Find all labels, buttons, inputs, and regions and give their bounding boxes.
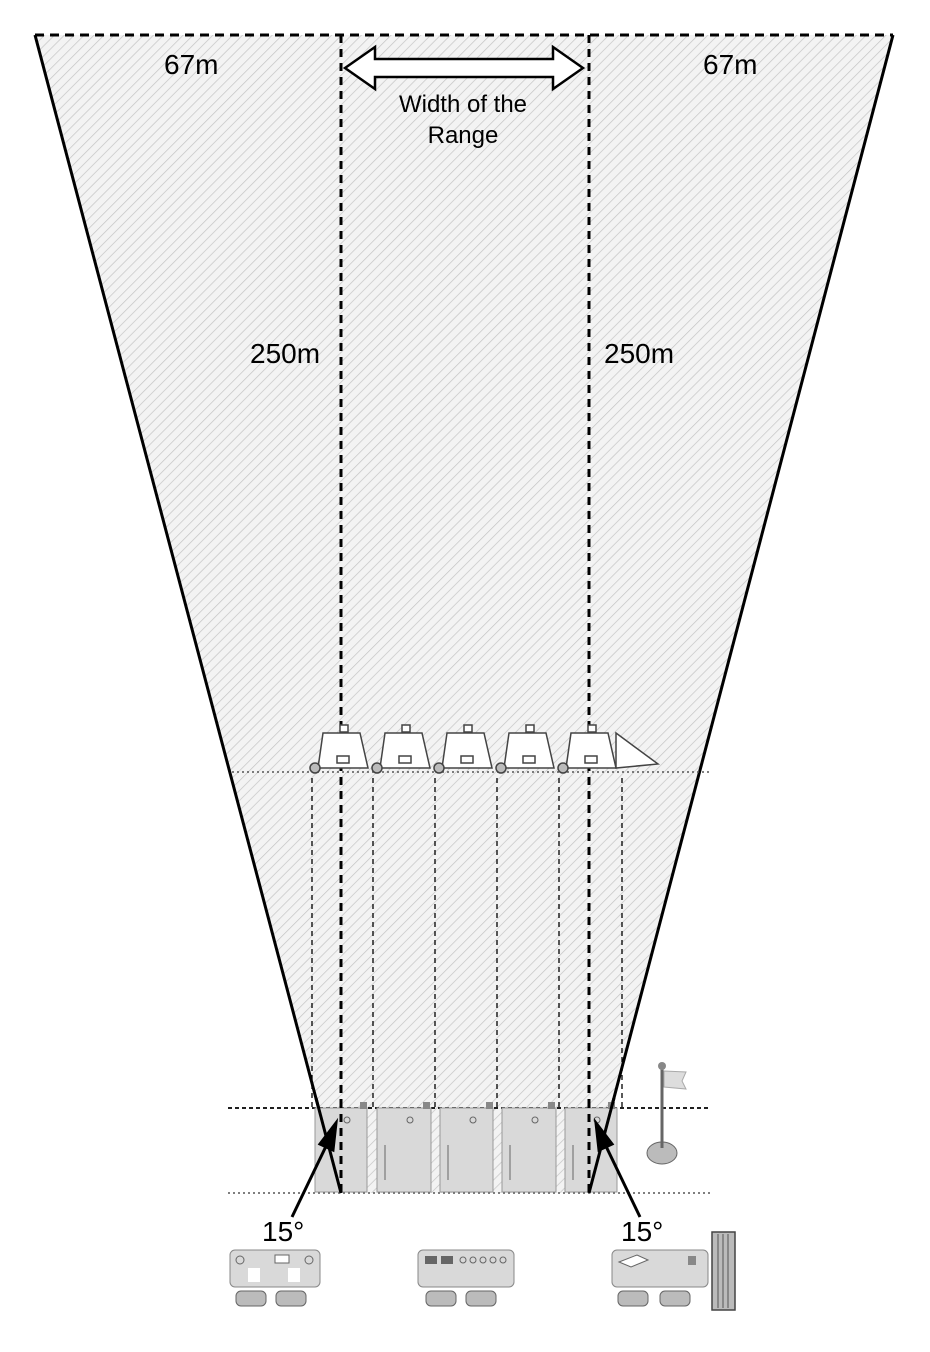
right-angle-label: 15° xyxy=(621,1216,663,1247)
firing-point xyxy=(376,1107,432,1193)
firing-points xyxy=(314,1102,618,1193)
target-frame xyxy=(495,724,555,774)
lane-guides xyxy=(311,778,623,1108)
top-right-width-label: 67m xyxy=(703,49,757,80)
top-left-width-label: 67m xyxy=(164,49,218,80)
range-width-label-line1: Width of the xyxy=(399,91,527,118)
target-end-ramp xyxy=(615,731,661,769)
left-length-label: 250m xyxy=(250,338,320,369)
firing-point xyxy=(501,1107,557,1193)
target-frame xyxy=(309,724,369,774)
target-frame xyxy=(371,724,431,774)
range-width-arrow xyxy=(342,44,586,92)
target-frame xyxy=(557,724,617,774)
left-boundary-line xyxy=(33,34,343,1194)
firing-point xyxy=(439,1107,494,1193)
cable-reel-unit-icon xyxy=(611,1231,736,1311)
right-boundary-line xyxy=(587,34,895,1194)
danger-area xyxy=(35,35,893,1193)
right-length-label: 250m xyxy=(604,338,674,369)
control-unit-icon xyxy=(229,1249,321,1307)
range-width-label-line2: Range xyxy=(428,122,499,149)
angle-arrows xyxy=(290,1117,642,1218)
target-frame xyxy=(433,724,493,774)
flag-icon xyxy=(646,1062,687,1165)
control-panel-icon xyxy=(417,1249,515,1307)
targets xyxy=(309,724,661,774)
left-angle-label: 15° xyxy=(262,1216,304,1247)
